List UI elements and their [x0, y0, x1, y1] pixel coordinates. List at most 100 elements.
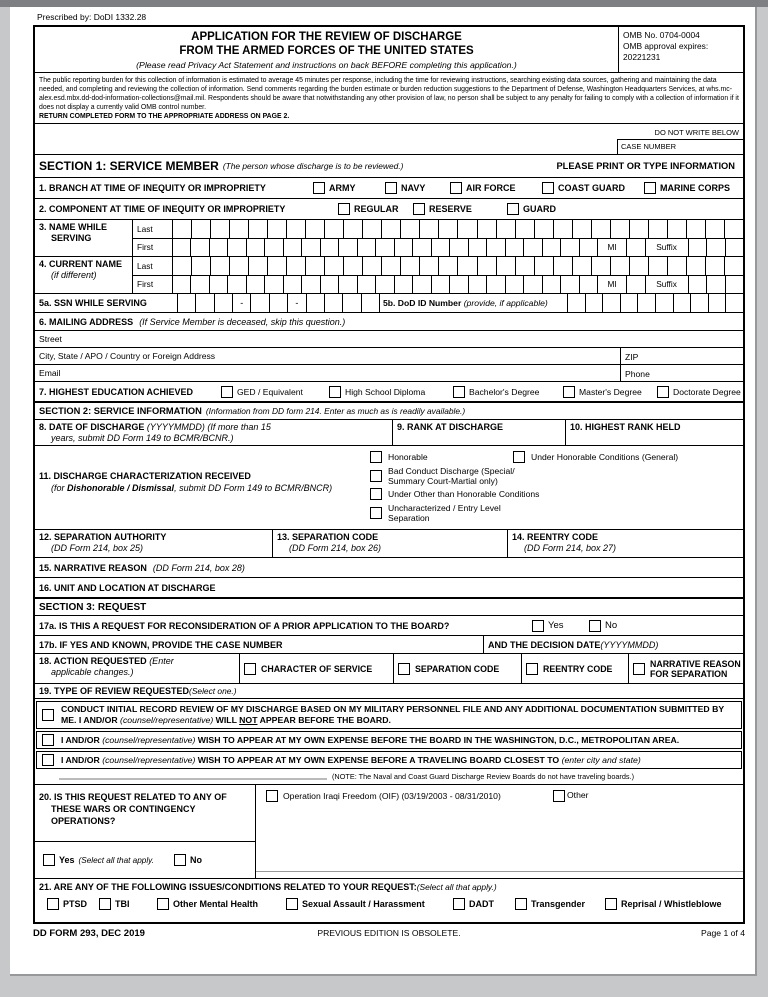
- char-box[interactable]: [457, 220, 476, 238]
- char-box[interactable]: [338, 238, 356, 256]
- ssn-char-box[interactable]: [195, 294, 213, 312]
- ssn-char-box[interactable]: [323, 294, 342, 312]
- q17b-decision-date-field[interactable]: AND THE DECISION DATE (YYYYMMDD): [483, 636, 743, 653]
- char-box[interactable]: [552, 257, 572, 275]
- oif-checkbox[interactable]: [266, 790, 278, 802]
- char-box[interactable]: [626, 275, 644, 293]
- char-box[interactable]: [690, 294, 708, 312]
- guard-checkbox[interactable]: [507, 203, 519, 215]
- char-box[interactable]: [343, 220, 362, 238]
- reserve-checkbox[interactable]: [413, 203, 425, 215]
- ssn-char-box[interactable]: [342, 294, 360, 312]
- char-box[interactable]: [191, 257, 210, 275]
- ssn-char-box[interactable]: [177, 294, 195, 312]
- q13-cell[interactable]: 13. SEPARATION CODE (DD Form 214, box 26…: [272, 530, 507, 557]
- char-box[interactable]: [541, 238, 560, 256]
- char-box[interactable]: [210, 220, 229, 238]
- char-box[interactable]: [495, 220, 515, 238]
- char-box[interactable]: [687, 238, 706, 256]
- uncharacterized-checkbox[interactable]: [370, 506, 382, 519]
- char-box[interactable]: [412, 238, 430, 256]
- narrative-reason-checkbox[interactable]: [633, 662, 645, 675]
- char-box[interactable]: [449, 238, 467, 256]
- char-box[interactable]: [504, 275, 523, 293]
- ssn-char-box[interactable]: [360, 294, 379, 312]
- char-box[interactable]: [666, 220, 686, 238]
- char-box[interactable]: [412, 275, 430, 293]
- char-box[interactable]: [647, 257, 667, 275]
- char-box[interactable]: [324, 220, 343, 238]
- char-box[interactable]: [245, 275, 264, 293]
- char-box[interactable]: [467, 238, 486, 256]
- ssn-char-box[interactable]: [213, 294, 232, 312]
- char-box[interactable]: [706, 275, 724, 293]
- char-box[interactable]: [685, 257, 705, 275]
- char-box[interactable]: [486, 275, 504, 293]
- char-box[interactable]: [495, 257, 515, 275]
- case-number-field[interactable]: CASE NUMBER: [617, 139, 743, 154]
- char-box[interactable]: [449, 275, 467, 293]
- record-review-checkbox[interactable]: [42, 709, 54, 721]
- char-box[interactable]: [666, 257, 686, 275]
- char-box[interactable]: [172, 238, 190, 256]
- char-box[interactable]: [541, 275, 560, 293]
- char-box[interactable]: [208, 238, 227, 256]
- char-box[interactable]: [438, 257, 457, 275]
- ged-checkbox[interactable]: [221, 385, 233, 398]
- appear-dc-checkbox[interactable]: [42, 734, 54, 746]
- air-force-checkbox[interactable]: [450, 182, 462, 194]
- dadt-checkbox[interactable]: [453, 898, 465, 910]
- char-box[interactable]: [305, 220, 324, 238]
- char-box[interactable]: [338, 275, 356, 293]
- char-box[interactable]: [654, 294, 673, 312]
- char-box[interactable]: [590, 220, 610, 238]
- other-than-honorable-checkbox[interactable]: [370, 488, 382, 501]
- char-box[interactable]: [560, 275, 578, 293]
- ssn-char-box[interactable]: [268, 294, 287, 312]
- char-box[interactable]: [282, 275, 301, 293]
- q17b-case-number-field[interactable]: 17b. IF YES AND KNOWN, PROVIDE THE CASE …: [35, 636, 483, 653]
- char-box[interactable]: [210, 257, 229, 275]
- char-box[interactable]: [190, 275, 208, 293]
- char-box[interactable]: [514, 257, 534, 275]
- char-box[interactable]: [172, 275, 190, 293]
- char-box[interactable]: [393, 238, 412, 256]
- char-box[interactable]: [172, 220, 191, 238]
- char-box[interactable]: [533, 257, 553, 275]
- row-q15[interactable]: 15. NARRATIVE REASON (DD Form 214, box 2…: [35, 557, 743, 577]
- row-q6-street[interactable]: Street: [35, 330, 743, 347]
- char-box[interactable]: [343, 257, 362, 275]
- char-box[interactable]: [393, 275, 412, 293]
- q9-cell[interactable]: 9. RANK AT DISCHARGE: [392, 420, 565, 445]
- char-box[interactable]: [267, 220, 286, 238]
- char-box[interactable]: [609, 220, 629, 238]
- char-box[interactable]: [438, 220, 457, 238]
- email-field[interactable]: Email: [35, 365, 620, 381]
- bachelors-checkbox[interactable]: [453, 385, 465, 398]
- char-box[interactable]: [476, 220, 496, 238]
- char-box[interactable]: [267, 257, 286, 275]
- char-box[interactable]: [647, 220, 667, 238]
- char-box[interactable]: [286, 257, 305, 275]
- char-box[interactable]: [375, 275, 393, 293]
- traveling-board-checkbox[interactable]: [42, 754, 54, 766]
- under-honorable-checkbox[interactable]: [513, 451, 525, 463]
- char-box[interactable]: [286, 220, 305, 238]
- char-box[interactable]: [628, 220, 648, 238]
- char-box[interactable]: [626, 238, 644, 256]
- char-box[interactable]: [704, 257, 724, 275]
- high-school-checkbox[interactable]: [329, 385, 341, 398]
- char-box[interactable]: [724, 238, 743, 256]
- char-box[interactable]: [523, 238, 541, 256]
- reprisal-checkbox[interactable]: [605, 898, 617, 910]
- char-box[interactable]: [419, 257, 438, 275]
- ssn-char-box[interactable]: [250, 294, 268, 312]
- char-box[interactable]: [248, 257, 267, 275]
- bad-conduct-checkbox[interactable]: [370, 469, 382, 482]
- char-box[interactable]: [707, 294, 726, 312]
- q19-option-appear-dc[interactable]: I AND/OR (counsel/representative) WISH T…: [36, 731, 742, 749]
- sexual-assault-checkbox[interactable]: [286, 898, 298, 910]
- char-box[interactable]: [476, 257, 496, 275]
- marine-corps-checkbox[interactable]: [644, 182, 656, 194]
- ptsd-checkbox[interactable]: [47, 898, 59, 910]
